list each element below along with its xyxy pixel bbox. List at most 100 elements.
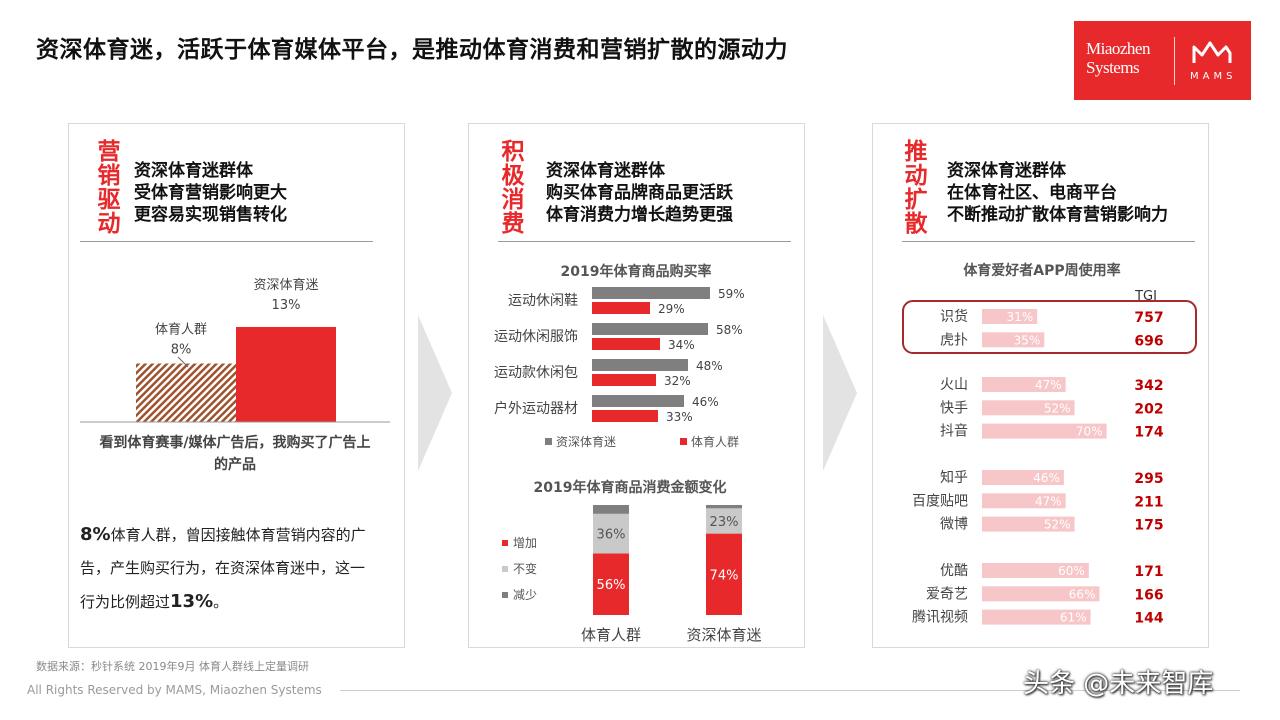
bar: [592, 374, 656, 386]
panel-2-line: 体育消费力增长趋势更强: [546, 205, 733, 225]
copyright: All Rights Reserved by MAMS, Miaozhen Sy…: [27, 683, 322, 697]
panel-3-line: 在体育社区、电商平台: [947, 183, 1117, 203]
miaozhen-logo: Miaozhen Systems MAMS: [1074, 21, 1251, 100]
app-label: 火山: [940, 377, 968, 393]
chart-title: 体育爱好者APP周使用率: [963, 262, 1120, 279]
tgi-value: 202: [1134, 401, 1163, 417]
app-label: 识货: [940, 308, 968, 325]
mams-mark-icon: [1192, 41, 1232, 63]
panel-2-rule: [498, 241, 791, 242]
bar-segment: [706, 505, 742, 509]
bar: [982, 516, 1075, 532]
panel-3-lines: 资深体育迷群体 在体育社区、电商平台 不断推动扩散体育营销影响力: [947, 160, 1168, 226]
spending-change-chart: 2019年体育商品消费金额变化 56% 36% 体育人群 74% 23% 资深体育迷 增加不变…: [502, 479, 762, 644]
x-axis-label: 看到体育赛事/媒体广告后，我购买了广告上: [98, 434, 370, 451]
legend-label: 资深体育迷: [556, 434, 616, 449]
legend-swatch: [545, 438, 552, 445]
panel-2-line: 购买体育品牌商品更活跃: [546, 183, 733, 203]
data-label: 47%: [1035, 378, 1062, 392]
panel-1-line: 更容易实现销售转化: [134, 205, 287, 225]
bar: [592, 302, 650, 314]
legend-swatch: [680, 438, 687, 445]
data-label: 23%: [710, 515, 739, 530]
leader-line: [177, 356, 189, 368]
legend-label: 体育人群: [691, 434, 739, 449]
bar: [982, 470, 1064, 485]
highlight-box: [902, 300, 1197, 354]
bar-segment: [593, 553, 629, 615]
panel-1-rule: [80, 241, 373, 242]
panel-3-line: 不断推动扩散体育营销影响力: [947, 205, 1168, 225]
bar: [982, 309, 1038, 324]
note-pct1: 8%: [80, 524, 111, 545]
legend-label: 不变: [513, 561, 537, 576]
bar: [982, 423, 1107, 439]
legend-swatch: [502, 592, 508, 598]
bar: [592, 395, 684, 407]
logo-brand-line2: Systems: [1086, 58, 1140, 77]
app-label: 优酷: [940, 563, 968, 579]
bar: [592, 323, 708, 335]
tgi-value: 175: [1134, 518, 1163, 534]
data-label: 资深体育迷 13%: [253, 277, 318, 313]
app-label: 爱奇艺: [926, 585, 968, 602]
legend-swatch: [502, 566, 508, 572]
app-label: 快手: [940, 400, 968, 416]
category-label: 户外运动器材: [494, 400, 578, 417]
data-label: 59%: [718, 287, 745, 301]
panel-1-lines: 资深体育迷群体 受体育营销影响更大 更容易实现销售转化: [134, 160, 287, 226]
panel-2-lines: 资深体育迷群体 购买体育品牌商品更活跃 体育消费力增长趋势更强: [546, 160, 733, 226]
insight-note: 8%体育人群，曾因接触体育营销内容的广 告，产生购买行为，在资深体育迷中，这一 …: [80, 518, 395, 619]
panel-3-rule: [902, 241, 1195, 242]
bar-segment: [593, 513, 629, 554]
data-label: 36%: [597, 528, 626, 543]
legend-label: 增加: [513, 536, 537, 550]
data-label: 46%: [1033, 471, 1060, 485]
panel-1-line: 资深体育迷群体: [134, 161, 253, 181]
data-label: 46%: [692, 395, 719, 409]
data-label: 52%: [1044, 401, 1071, 415]
data-label: 56%: [597, 578, 626, 593]
data-label: 47%: [1035, 494, 1062, 508]
tgi-value: 211: [1134, 494, 1163, 510]
x-axis-label: 的产品: [214, 456, 256, 473]
app-label: 知乎: [940, 469, 968, 486]
bar: [982, 563, 1089, 578]
category-label: 运动休闲服饰: [494, 329, 578, 345]
panel-1-head: 营销驱动: [97, 139, 121, 237]
logo-brand: Miaozhen Systems: [1086, 39, 1150, 77]
bar-segment: [706, 533, 742, 615]
data-label: 29%: [658, 302, 685, 316]
data-label: 体育人群 8%: [155, 322, 207, 358]
bar-segment: [593, 505, 629, 514]
bar-segment: [706, 508, 742, 534]
data-label: 58%: [716, 323, 743, 337]
panel-2-head: 积极消费: [501, 139, 525, 237]
logo-divider: [1174, 37, 1175, 85]
logo-brand-line1: Miaozhen: [1086, 39, 1150, 58]
panel-2-line: 资深体育迷群体: [546, 161, 665, 181]
panel-1-line: 受体育营销影响更大: [134, 183, 287, 203]
category-label: 运动款休闲包: [494, 365, 578, 381]
note-text3: 行为比例超过: [80, 593, 171, 611]
data-label: 52%: [1044, 518, 1071, 532]
data-label: 61%: [1060, 611, 1087, 625]
note-pct2: 13%: [170, 591, 214, 612]
bar: [592, 410, 658, 422]
flow-arrow-1: [418, 315, 452, 471]
tgi-value: 342: [1134, 378, 1163, 394]
note-text1: 体育人群，曾因接触体育营销内容的广: [110, 526, 366, 544]
data-label: 31%: [1007, 310, 1034, 324]
category-label: 运动休闲鞋: [508, 293, 578, 309]
tgi-value: 757: [1134, 310, 1163, 326]
data-label: 34%: [668, 338, 695, 352]
category-label: 资深体育迷: [686, 626, 761, 644]
data-label: 48%: [696, 359, 723, 373]
bar: [136, 363, 236, 422]
bar: [982, 332, 1045, 348]
app-label: 微博: [940, 516, 968, 533]
bar: [592, 359, 688, 371]
